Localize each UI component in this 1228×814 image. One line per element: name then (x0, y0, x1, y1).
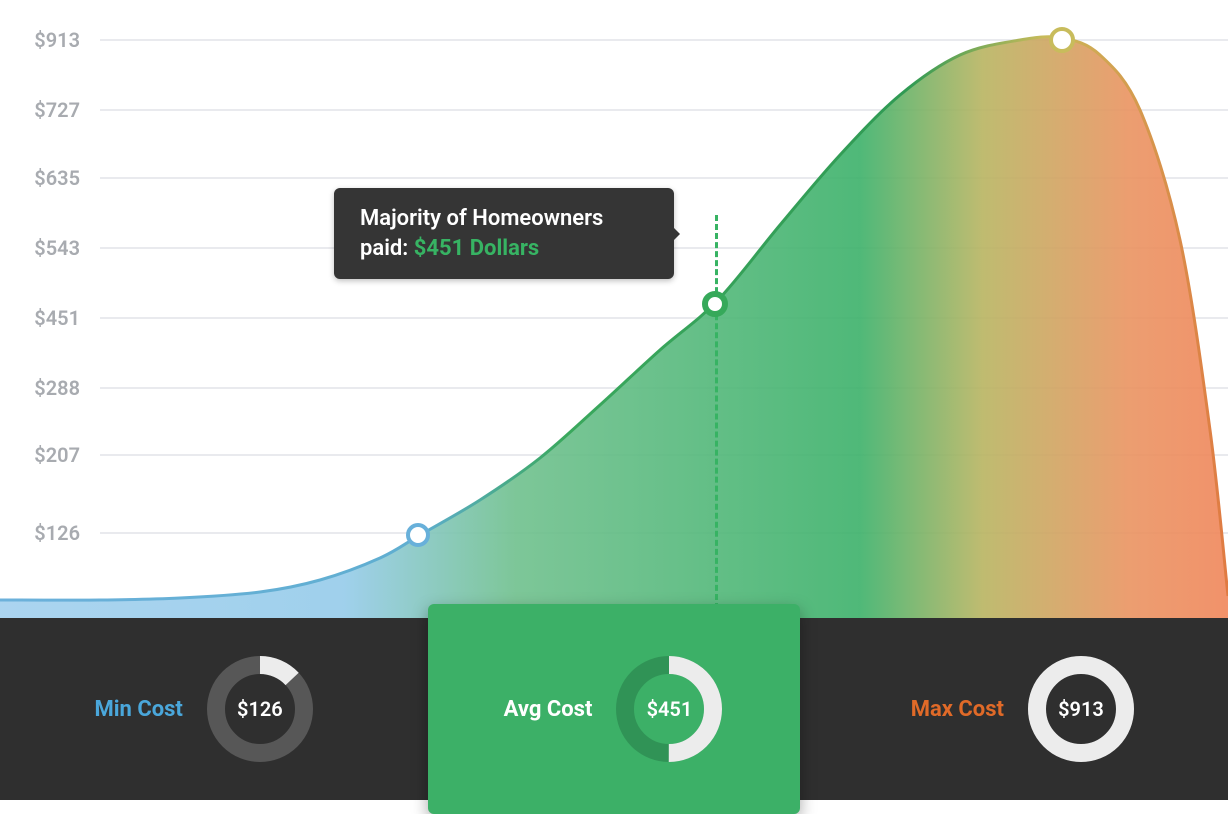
max-cost-value: $913 (1026, 654, 1136, 764)
tooltip-amount: $451 Dollars (414, 236, 539, 261)
avg-marker-line (715, 215, 718, 618)
min-cost-value: $126 (205, 654, 315, 764)
min-cost-label: Min Cost (94, 697, 182, 722)
y-axis-tick-label: $913 (0, 28, 80, 52)
avg-cost-donut: $451 (614, 654, 724, 764)
avg-cost-value: $451 (614, 654, 724, 764)
cost-summary-footer: Min Cost $126 Max Cost $913 Avg Cost $45… (0, 618, 1228, 800)
max-cost-panel: Max Cost $913 (819, 618, 1228, 800)
max-marker (1049, 27, 1075, 53)
y-axis-tick-label: $451 (0, 306, 80, 330)
tooltip-line2: paid: $451 Dollars (360, 234, 648, 264)
avg-marker (702, 291, 728, 317)
tooltip-line1: Majority of Homeowners (360, 204, 648, 234)
y-axis-tick-label: $543 (0, 236, 80, 260)
cost-chart-widget: $126 $207 $288 $451 $543 $635 $727 $913 Majorit… (0, 0, 1228, 800)
min-marker (406, 523, 430, 547)
avg-cost-label: Avg Cost (504, 697, 593, 722)
y-axis-tick-label: $288 (0, 376, 80, 400)
y-axis-tick-label: $635 (0, 166, 80, 190)
avg-cost-panel: Avg Cost $451 (428, 604, 800, 814)
max-cost-label: Max Cost (911, 697, 1004, 722)
chart-area: $126 $207 $288 $451 $543 $635 $727 $913 Majorit… (0, 0, 1228, 618)
avg-tooltip: Majority of Homeowners paid: $451 Dollar… (334, 188, 674, 279)
max-cost-donut: $913 (1026, 654, 1136, 764)
y-axis-tick-label: $126 (0, 521, 80, 545)
tooltip-line2-prefix: paid: (360, 236, 414, 261)
area-chart-svg (0, 0, 1228, 618)
y-axis-tick-label: $727 (0, 98, 80, 122)
min-cost-panel: Min Cost $126 (0, 618, 409, 800)
min-cost-donut: $126 (205, 654, 315, 764)
y-axis-tick-label: $207 (0, 443, 80, 467)
